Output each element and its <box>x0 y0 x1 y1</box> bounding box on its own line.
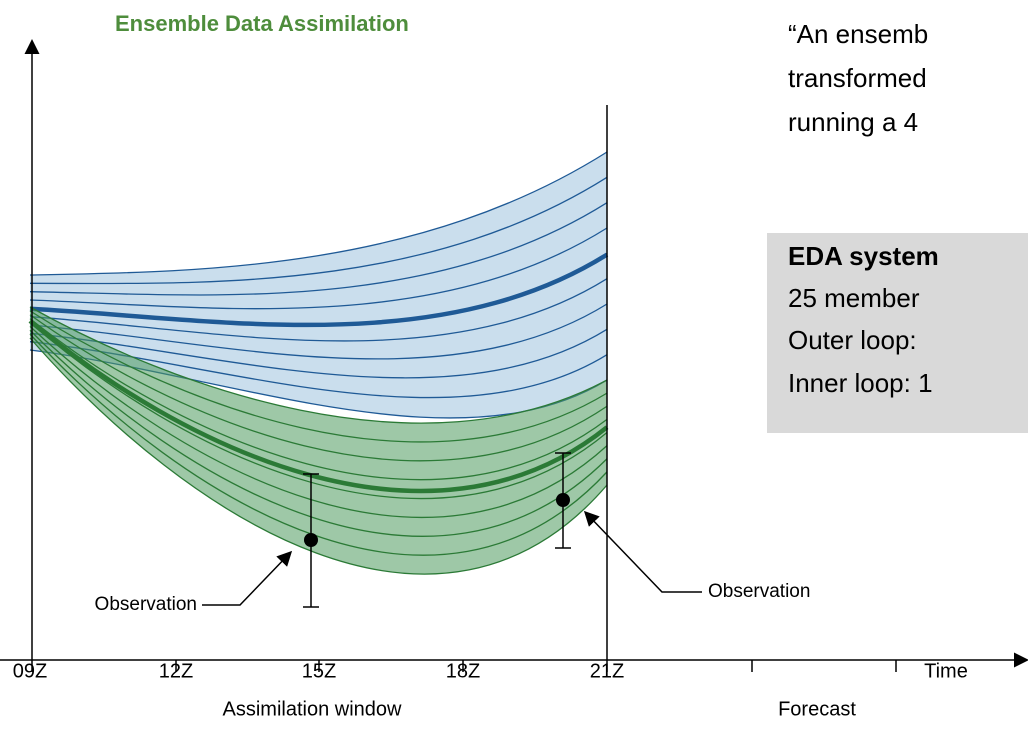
box-line: Inner loop: 1 <box>788 368 933 398</box>
ensemble-member <box>29 303 608 360</box>
observation-dot <box>556 493 570 507</box>
ensemble-mean <box>29 252 609 328</box>
tick-label: 15Z <box>302 660 336 682</box>
quote-line: “An ensemb <box>788 19 928 49</box>
tick-labels: 09Z 12Z 15Z 18Z 21Z Time <box>13 660 968 682</box>
info-box <box>767 233 1028 433</box>
box-line: Outer loop: <box>788 325 917 355</box>
ensemble-member <box>29 151 608 276</box>
tick-label: 09Z <box>13 660 47 682</box>
box-line: 25 member <box>788 283 920 313</box>
ensemble-member <box>29 314 608 462</box>
ensemble-member <box>29 329 608 537</box>
quote-line: transformed <box>788 63 927 93</box>
ticks <box>31 660 897 672</box>
tick-label: Time <box>924 660 968 682</box>
ensemble-member <box>29 176 608 285</box>
tick-label: 12Z <box>159 660 193 682</box>
ensemble-band <box>30 152 607 418</box>
title: Ensemble Data Assimilation <box>115 11 409 36</box>
observation-dot <box>304 533 318 547</box>
tick-label: 21Z <box>590 660 624 682</box>
ensemble-member <box>29 227 608 310</box>
annotation: Observation <box>708 581 810 602</box>
axis-label: Assimilation window <box>223 698 403 720</box>
ensemble-member <box>29 278 608 342</box>
box-heading: EDA system <box>788 241 939 271</box>
ensemble-member <box>29 337 608 575</box>
ensemble-member <box>29 322 608 500</box>
annotation: Observation <box>95 594 197 615</box>
quote-line: running a 4 <box>788 107 918 137</box>
ensemble-member <box>29 318 608 481</box>
ensemble-member <box>29 328 608 379</box>
tick-label: 18Z <box>446 660 480 682</box>
ensemble-member <box>29 202 608 296</box>
ensemble-member <box>29 306 608 424</box>
ensemble-member <box>29 310 608 443</box>
axis-label: Forecast <box>778 698 856 720</box>
